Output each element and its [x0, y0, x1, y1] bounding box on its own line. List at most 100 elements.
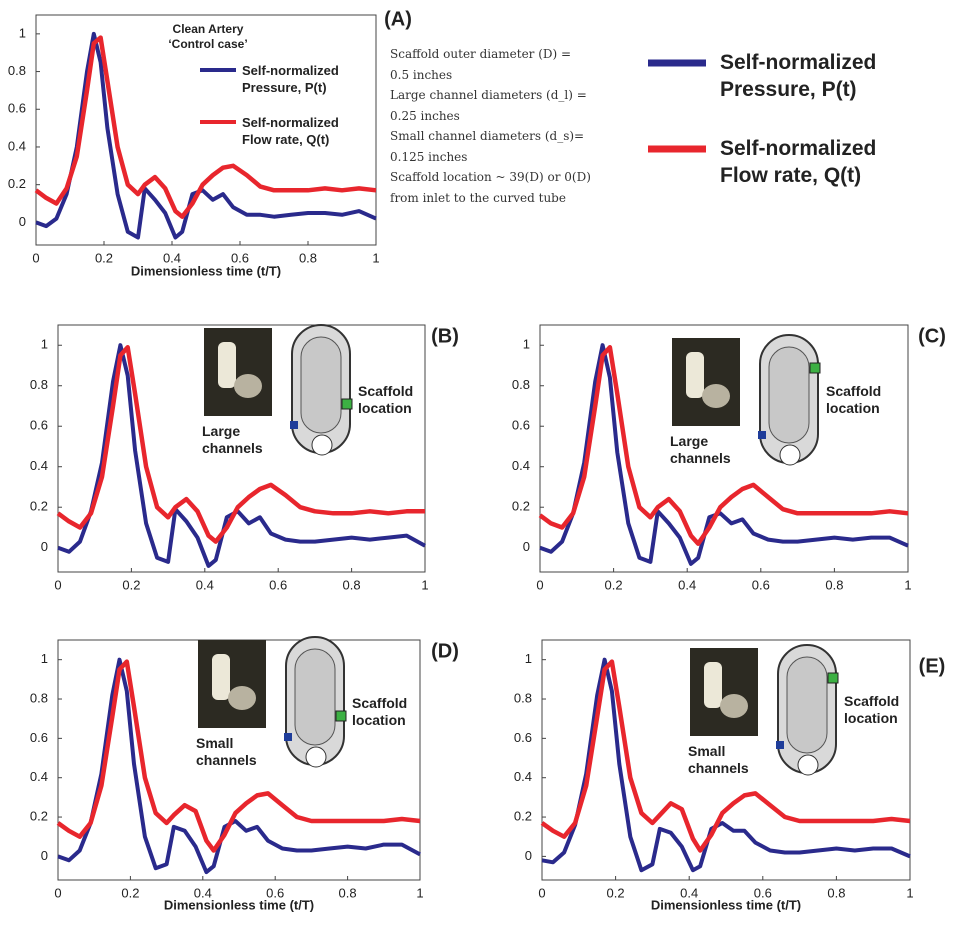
inset-cylinder — [704, 662, 722, 708]
inset-cylinder — [686, 352, 704, 398]
y-tick-label: 0.2 — [30, 808, 48, 823]
y-tick-label: 0.2 — [30, 499, 48, 514]
inset-label: Scaffold location — [844, 693, 924, 727]
y-tick-label: 0.6 — [512, 418, 530, 433]
inset-scaffold — [810, 363, 820, 373]
y-tick-label: 0 — [523, 539, 530, 554]
inset-label: Small channels — [688, 743, 768, 777]
x-tick-label: 0.8 — [343, 577, 361, 592]
y-tick-label: 0.6 — [514, 730, 532, 745]
y-tick-label: 0 — [41, 539, 48, 554]
y-tick-label: 0.8 — [512, 377, 530, 392]
y-tick-label: 0.2 — [8, 176, 26, 191]
inset-label: Scaffold location — [352, 695, 432, 729]
inset-photo — [198, 640, 266, 728]
annotation: 0.125 inches — [390, 149, 467, 166]
x-tick-label: 0.8 — [827, 885, 845, 900]
x-axis-label: Dimensionless time (t/T) — [164, 897, 314, 912]
x-tick-label: 0 — [538, 885, 545, 900]
inset-scaffold — [336, 711, 346, 721]
inset-disc — [720, 694, 748, 718]
annotation: Small channel diameters (d_s)= — [390, 128, 584, 145]
inset-sensor — [284, 733, 292, 741]
chart-title: Clean Artery — [173, 22, 244, 36]
panel-label: (E) — [919, 655, 946, 677]
annotation: 0.5 inches — [390, 67, 452, 84]
x-tick-label: 0.4 — [678, 577, 696, 592]
y-tick-label: 0.8 — [514, 690, 532, 705]
x-tick-label: 0 — [54, 577, 61, 592]
x-tick-label: 0.8 — [299, 250, 317, 265]
chart-subtitle: ‘Control case’ — [168, 37, 247, 51]
x-tick-label: 0.2 — [95, 250, 113, 265]
y-tick-label: 0.4 — [8, 138, 26, 153]
y-tick-label: 0.8 — [30, 690, 48, 705]
inset-cylinder — [218, 342, 236, 388]
x-tick-label: 0.4 — [196, 577, 214, 592]
panel-label: (D) — [431, 640, 459, 662]
x-axis-label: Dimensionless time (t/T) — [131, 263, 281, 278]
x-tick-label: 1 — [421, 577, 428, 592]
x-tick-label: 1 — [906, 885, 913, 900]
panel-label: (B) — [431, 325, 459, 347]
inset-outlet — [312, 435, 332, 455]
y-tick-label: 0.6 — [8, 101, 26, 116]
x-tick-label: 1 — [372, 250, 379, 265]
inset-sensor — [290, 421, 298, 429]
y-tick-label: 0.2 — [512, 499, 530, 514]
annotation: Scaffold outer diameter (D) = — [390, 46, 571, 63]
inset-disc — [228, 686, 256, 710]
inset-core — [301, 337, 341, 433]
inset-disc — [234, 374, 262, 398]
x-tick-label: 0.6 — [752, 577, 770, 592]
y-tick-label: 1 — [41, 337, 48, 352]
y-tick-label: 0 — [19, 214, 26, 229]
figure: 0 0.2 0.4 0.6 0.8 1 0 0.2 0.4 0.6 0.8 1 (A) Dimension… — [0, 0, 959, 933]
x-tick-label: 1 — [416, 885, 423, 900]
y-tick-label: 1 — [525, 651, 532, 666]
y-tick-label: 0.8 — [30, 377, 48, 392]
annotation: Scaffold location ~ 39(D) or 0(D) — [390, 169, 591, 186]
inset-label: Small channels — [196, 735, 276, 769]
y-tick-label: 0.4 — [30, 769, 48, 784]
x-tick-label: 0.2 — [121, 885, 139, 900]
big-legend-label: Self-normalized Pressure, P(t) — [720, 49, 920, 103]
x-tick-label: 0.2 — [607, 885, 625, 900]
panel-label: (C) — [918, 325, 946, 347]
inset-outlet — [306, 747, 326, 767]
inset-core — [295, 649, 335, 745]
inset-scaffold — [342, 399, 352, 409]
y-tick-label: 0.4 — [30, 458, 48, 473]
inset-photo — [672, 338, 740, 426]
annotation: Large channel diameters (d_l) = — [390, 87, 587, 104]
inset-label: Scaffold location — [358, 383, 438, 417]
x-tick-label: 0 — [32, 250, 39, 265]
y-tick-label: 0.8 — [8, 63, 26, 78]
inset-disc — [702, 384, 730, 408]
annotation: 0.25 inches — [390, 108, 460, 125]
x-tick-label: 1 — [904, 577, 911, 592]
inset-sensor — [776, 741, 784, 749]
inset-photo — [204, 328, 272, 416]
y-tick-label: 0 — [41, 848, 48, 863]
inset-core — [787, 657, 827, 753]
x-axis-label: Dimensionless time (t/T) — [651, 897, 801, 912]
x-tick-label: 0 — [536, 577, 543, 592]
x-tick-label: 0.8 — [825, 577, 843, 592]
inset-scaffold — [828, 673, 838, 683]
inset-photo — [690, 648, 758, 736]
annotation: from inlet to the curved tube — [390, 190, 566, 207]
inset-core — [769, 347, 809, 443]
panel-label: (A) — [384, 8, 412, 30]
y-tick-label: 1 — [523, 337, 530, 352]
inset-label: Scaffold location — [826, 383, 906, 417]
legend-label: Self-normalized Flow rate, Q(t) — [242, 114, 352, 148]
inset-label: Large channels — [202, 423, 282, 457]
y-tick-label: 0.4 — [514, 769, 532, 784]
legend-label: Self-normalized Pressure, P(t) — [242, 62, 352, 96]
y-tick-label: 0.2 — [514, 808, 532, 823]
y-tick-label: 0.4 — [512, 458, 530, 473]
x-tick-label: 0.2 — [605, 577, 623, 592]
x-tick-label: 0.2 — [122, 577, 140, 592]
x-tick-label: 0.8 — [339, 885, 357, 900]
